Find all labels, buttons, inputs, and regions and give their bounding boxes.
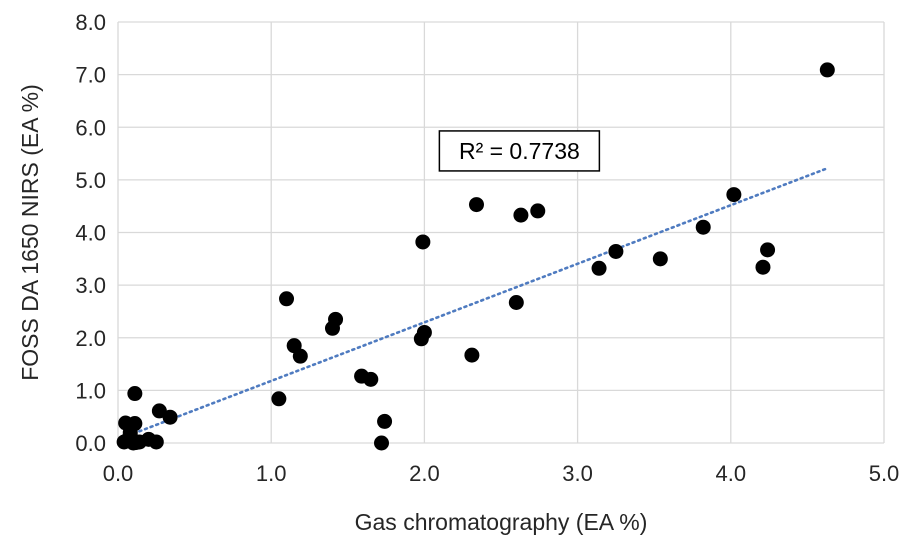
y-tick-label: 7.0 [75,63,106,88]
data-point [591,260,607,276]
tick-labels: 0.0 1.0 2.0 3.0 4.0 5.0 0.0 1.0 2.0 3.0 4.0 5.0 6.0 7… [75,10,899,486]
x-tick-label: 3.0 [562,461,593,486]
data-point [162,409,178,425]
x-tick-label: 4.0 [716,461,747,486]
data-point [464,347,480,363]
x-axis-title: Gas chromatography (EA %) [355,509,648,535]
data-point [695,219,711,235]
data-point [468,197,484,213]
data-points [116,62,835,451]
data-point [122,424,138,440]
data-point [363,371,379,387]
data-point [292,348,308,364]
data-point [328,311,344,327]
y-tick-label: 3.0 [75,273,106,298]
y-tick-label: 0.0 [75,431,106,456]
gridlines [117,21,885,444]
data-point [513,207,529,223]
data-point [416,324,432,340]
y-tick-label: 5.0 [75,168,106,193]
data-point [127,386,143,402]
y-axis-title: FOSS DA 1650 NIRS (EA %) [17,84,43,381]
trendline-layer [121,166,829,440]
data-point [726,187,742,203]
y-tick-label: 4.0 [75,221,106,246]
data-point [819,62,835,78]
trendline [121,166,829,440]
data-point [652,251,668,267]
data-point [508,294,524,310]
r-squared-label: R² = 0.7738 [459,138,580,164]
data-point [530,203,546,219]
r-squared-box [438,130,601,172]
data-point [148,434,164,450]
data-point [755,259,771,275]
x-tick-label: 1.0 [256,461,287,486]
data-point [374,435,390,451]
data-point [271,391,287,407]
y-tick-label: 8.0 [75,10,106,35]
y-tick-label: 2.0 [75,326,106,351]
annotations: R² = 0.7738 [438,130,601,172]
y-tick-label: 6.0 [75,115,106,140]
data-point [415,234,431,250]
x-tick-label: 0.0 [103,461,134,486]
x-tick-label: 5.0 [869,461,900,486]
y-tick-label: 1.0 [75,378,106,403]
x-tick-label: 2.0 [409,461,440,486]
data-point [377,413,393,429]
data-point [608,243,624,259]
data-point [760,242,776,258]
data-point [279,291,295,307]
